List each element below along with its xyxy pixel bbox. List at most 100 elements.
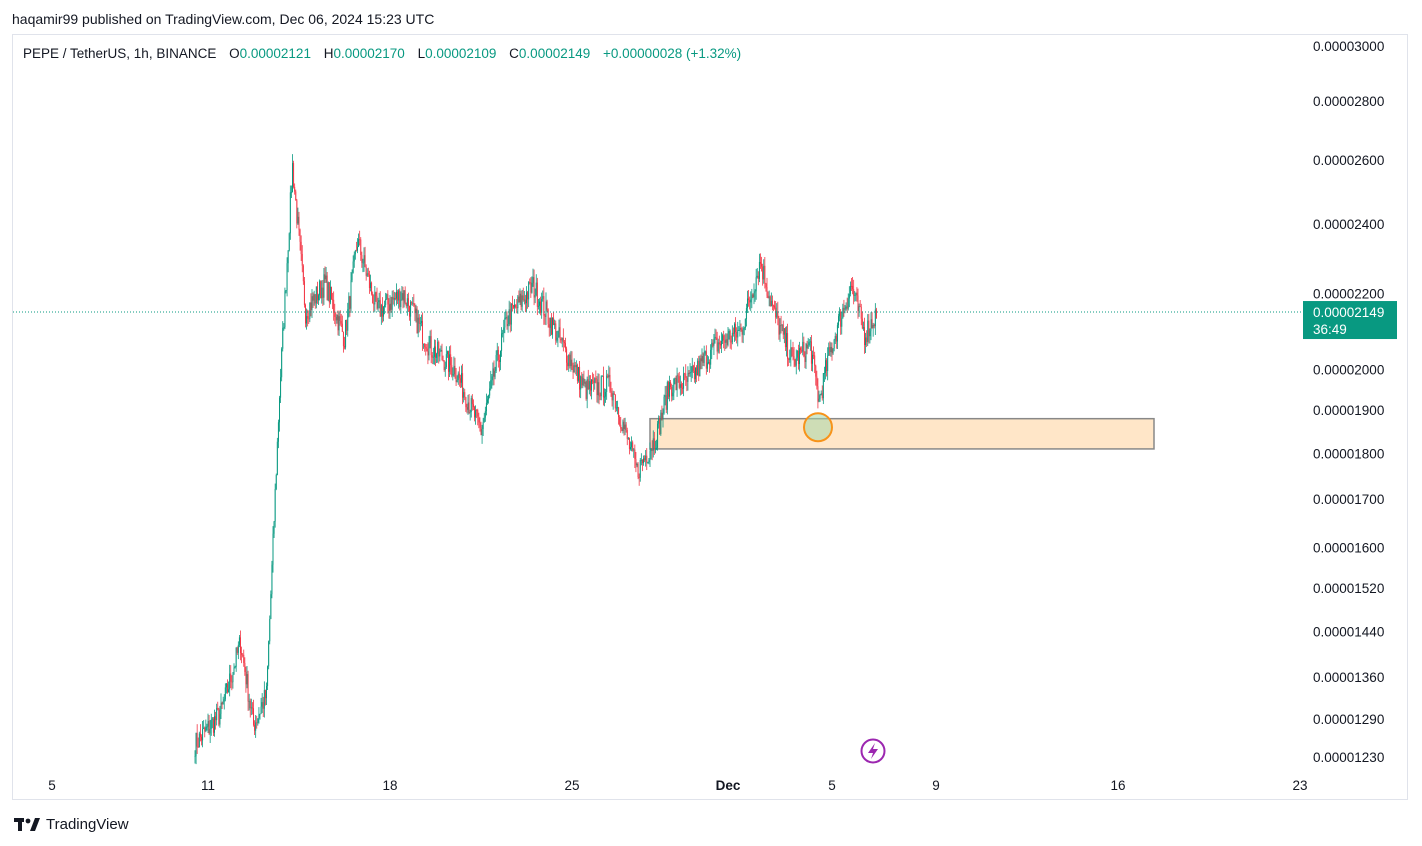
candle-body — [513, 305, 514, 308]
candle-body — [827, 355, 829, 372]
candle-body — [299, 229, 301, 242]
marker-circle — [803, 412, 833, 443]
candle-body — [841, 318, 843, 327]
candle-body — [436, 353, 438, 358]
candle-body — [207, 720, 209, 727]
candle-body — [660, 412, 662, 435]
candle-body — [311, 296, 313, 311]
y-axis-tick-label: 0.00001800 — [1313, 446, 1384, 461]
candle-body — [323, 274, 325, 298]
candle-body — [875, 309, 877, 319]
candle-body — [256, 722, 258, 724]
candle-body — [762, 266, 764, 280]
candle-body — [561, 337, 563, 341]
candle-body — [712, 342, 714, 346]
candle-body — [203, 727, 205, 730]
y-axis-tick-label: 0.00002400 — [1313, 217, 1384, 232]
candle-body — [729, 330, 731, 342]
candle-body — [550, 317, 552, 335]
candle-body — [249, 700, 251, 709]
candle-body — [584, 382, 586, 384]
candle-body — [456, 379, 458, 383]
candle-body — [697, 360, 699, 376]
candle-body — [873, 324, 875, 327]
candle-body — [794, 359, 796, 366]
candle-body — [337, 314, 339, 331]
price-change: +0.00000028 (+1.32%) — [603, 46, 742, 61]
candle-body — [657, 423, 659, 448]
candle-body — [627, 437, 629, 439]
candle-body — [755, 277, 757, 292]
candle-body — [600, 376, 602, 397]
candle-body — [370, 282, 371, 289]
candle-body — [393, 297, 395, 300]
candle-body — [377, 302, 379, 309]
candle-body — [504, 317, 506, 328]
y-axis-tick-label: 0.00001440 — [1313, 624, 1384, 639]
candle-body — [372, 293, 374, 304]
candle-body — [858, 306, 860, 312]
candle-body — [489, 388, 491, 396]
candle-body — [315, 286, 317, 304]
candle-body — [324, 274, 326, 280]
candle-body — [307, 316, 309, 319]
candle-body — [554, 323, 556, 326]
y-axis-tick-label: 0.00001290 — [1313, 712, 1384, 727]
candle-body — [282, 327, 284, 349]
candle-body — [793, 356, 795, 360]
candle-body — [664, 395, 666, 397]
candle-body — [864, 327, 865, 346]
candle-body — [211, 718, 213, 720]
footer-brand[interactable]: TradingView — [14, 816, 129, 833]
candle-body — [240, 637, 241, 654]
candle-body — [680, 384, 682, 388]
candle-body — [851, 285, 852, 287]
candle-body — [354, 250, 356, 255]
candle-body — [780, 325, 782, 327]
candle-body — [201, 736, 202, 741]
candle-body — [646, 455, 648, 463]
candle-body — [412, 303, 414, 304]
candle-body — [242, 654, 244, 656]
candle-body — [301, 254, 303, 266]
candle-body — [466, 407, 468, 410]
candle-body — [846, 306, 848, 309]
candle-body — [648, 459, 650, 463]
candle-body — [699, 358, 701, 377]
candle-body — [760, 261, 761, 264]
candle-body — [693, 370, 695, 380]
candle-body — [500, 350, 501, 363]
candle-body — [723, 335, 725, 341]
candle-body — [484, 411, 486, 418]
candle-body — [763, 265, 765, 280]
candle-body — [298, 216, 300, 230]
candle-body — [463, 392, 465, 398]
candle-body — [488, 395, 490, 400]
y-axis-tick-label: 0.00001700 — [1313, 492, 1384, 507]
candle-body — [856, 292, 858, 296]
candle-body — [828, 347, 830, 356]
candle-body — [615, 407, 617, 409]
candle-body — [575, 364, 577, 368]
candle-body — [860, 306, 862, 319]
candle-body — [740, 327, 742, 329]
candle-body — [261, 702, 263, 707]
candle-body — [595, 378, 597, 380]
candle-body — [238, 637, 240, 645]
candle-body — [787, 333, 789, 359]
candle-body — [523, 299, 525, 301]
candle-body — [597, 382, 599, 396]
candle-body — [479, 422, 481, 428]
candle-body — [580, 376, 582, 390]
candle-body — [653, 438, 655, 449]
candle-body — [237, 644, 239, 653]
candle-body — [757, 275, 759, 279]
candle-body — [834, 336, 836, 340]
candle-body — [275, 474, 277, 490]
open-value: 0.00002121 — [239, 46, 311, 61]
candle-body — [710, 349, 712, 365]
candle-body — [386, 294, 388, 300]
candle-body — [805, 344, 807, 363]
candle-body — [366, 273, 368, 276]
